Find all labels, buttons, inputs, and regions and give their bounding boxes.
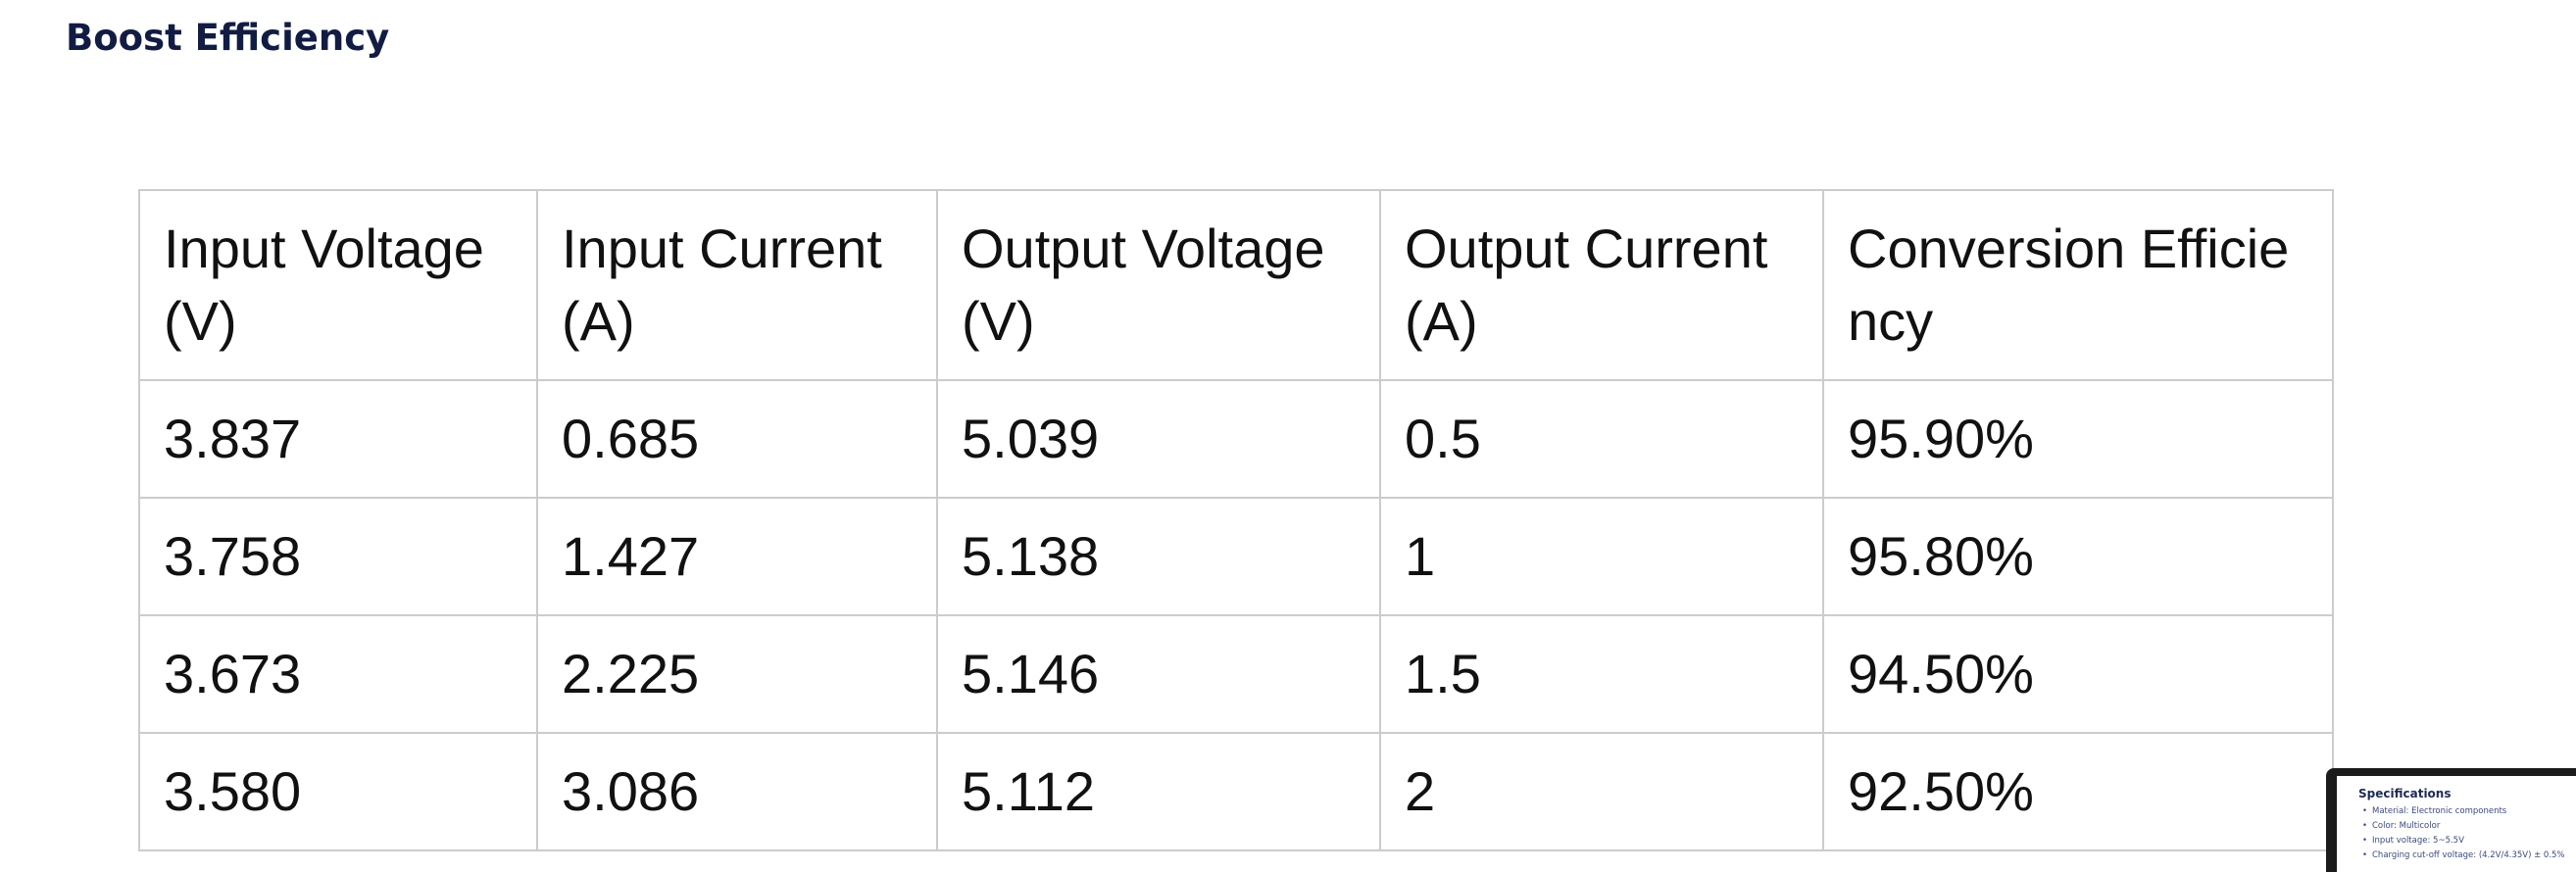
cell-input-voltage: 3.673 [138, 614, 538, 734]
cell-output-voltage: 5.138 [936, 497, 1381, 616]
cell-output-current: 1 [1379, 497, 1824, 616]
list-item: Material: Electronic components [2362, 804, 2576, 819]
cell-output-voltage: 5.039 [936, 379, 1381, 499]
cell-output-current: 0.5 [1379, 379, 1824, 499]
header-output-current: Output Current (A) [1379, 189, 1824, 381]
header-output-voltage: Output Voltage (V) [936, 189, 1381, 381]
cell-input-current: 3.086 [536, 732, 938, 851]
table-header-row: Input Voltage (V) Input Current (A) Outp… [138, 189, 2334, 381]
table-row: 3.580 3.086 5.112 2 92.50% [138, 732, 2334, 851]
cell-conversion-efficiency: 95.90% [1822, 379, 2334, 499]
thumbnail-content: Specifications Material: Electronic comp… [2337, 776, 2576, 872]
page-title: Boost Efficiency [66, 17, 390, 59]
cell-conversion-efficiency: 95.80% [1822, 497, 2334, 616]
cell-input-current: 0.685 [536, 379, 938, 499]
cell-conversion-efficiency: 94.50% [1822, 614, 2334, 734]
list-item: Charging cut-off voltage: (4.2V/4.35V) ±… [2362, 848, 2576, 863]
cell-input-current: 1.427 [536, 497, 938, 616]
cell-input-current: 2.225 [536, 614, 938, 734]
cell-output-voltage: 5.146 [936, 614, 1381, 734]
thumbnail-spec-list: Material: Electronic components Color: M… [2358, 804, 2576, 863]
efficiency-table: Input Voltage (V) Input Current (A) Outp… [138, 189, 2334, 851]
cell-input-voltage: 3.837 [138, 379, 538, 499]
table-row: 3.758 1.427 5.138 1 95.80% [138, 497, 2334, 616]
cell-output-current: 2 [1379, 732, 1824, 851]
header-conversion-efficiency: Conversion Efficiency [1822, 189, 2334, 381]
cell-conversion-efficiency: 92.50% [1822, 732, 2334, 851]
table-row: 3.673 2.225 5.146 1.5 94.50% [138, 614, 2334, 734]
cell-output-current: 1.5 [1379, 614, 1824, 734]
cell-input-voltage: 3.580 [138, 732, 538, 851]
specifications-thumbnail[interactable]: Specifications Material: Electronic comp… [2326, 768, 2576, 872]
cell-output-voltage: 5.112 [936, 732, 1381, 851]
list-item: Input voltage: 5~5.5V [2362, 834, 2576, 848]
thumbnail-title: Specifications [2358, 787, 2452, 800]
header-input-voltage: Input Voltage (V) [138, 189, 538, 381]
cell-input-voltage: 3.758 [138, 497, 538, 616]
header-input-current: Input Current (A) [536, 189, 938, 381]
table-row: 3.837 0.685 5.039 0.5 95.90% [138, 379, 2334, 499]
list-item: Color: Multicolor [2362, 819, 2576, 834]
